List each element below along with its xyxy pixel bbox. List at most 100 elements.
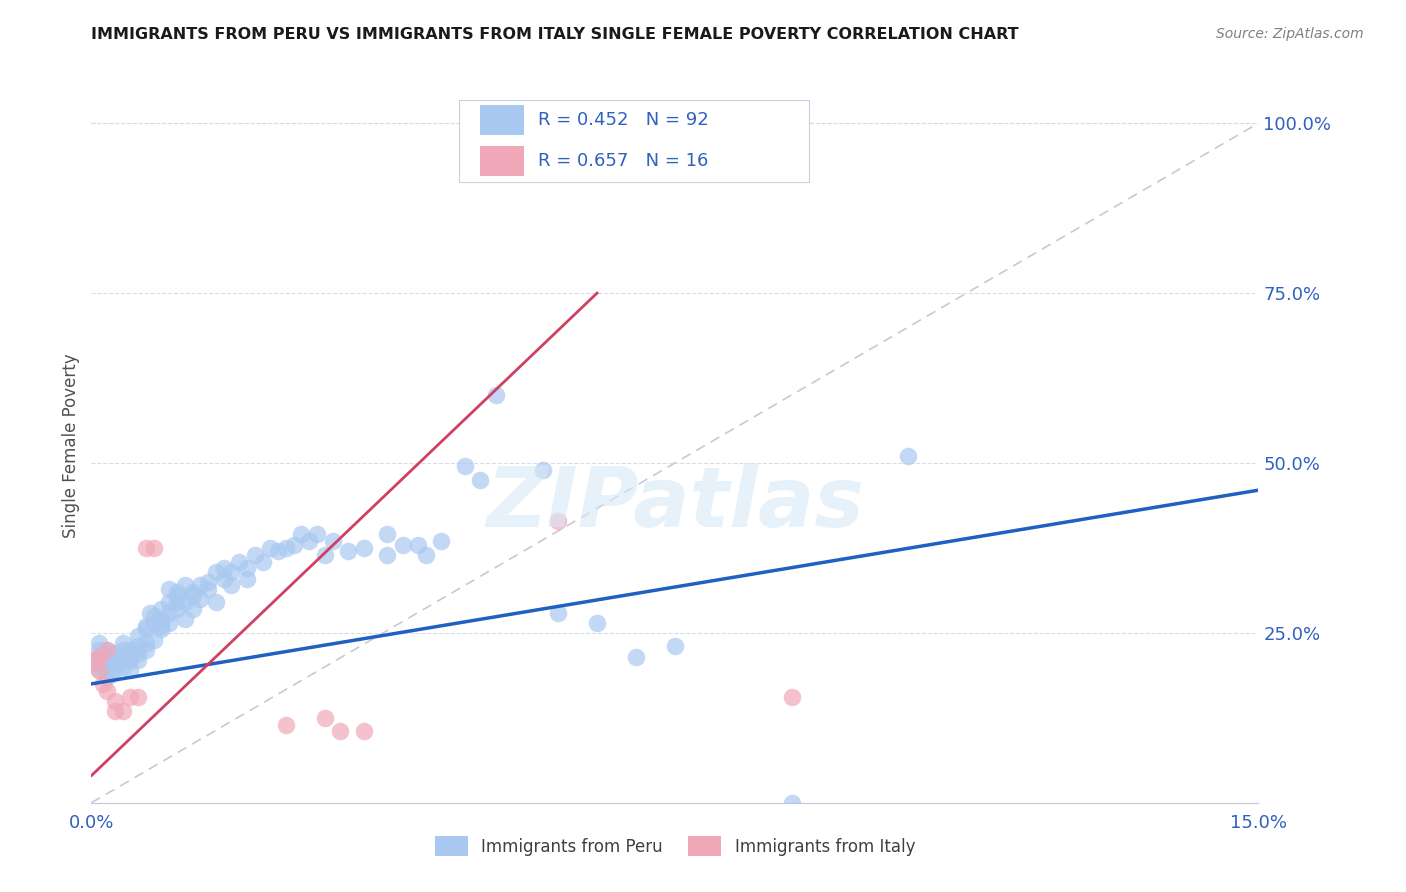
Point — [212, 561, 235, 575]
Point — [91, 653, 114, 667]
Point — [157, 615, 180, 630]
Point — [127, 690, 149, 705]
Point — [205, 595, 228, 609]
Point — [274, 717, 297, 731]
Point — [228, 555, 250, 569]
Point — [547, 514, 569, 528]
Point — [127, 646, 149, 660]
Y-axis label: Single Female Poverty: Single Female Poverty — [62, 354, 80, 538]
Point — [780, 796, 803, 810]
Point — [138, 606, 162, 620]
Point — [91, 677, 114, 691]
Point — [89, 636, 111, 650]
Point — [221, 578, 243, 592]
Point — [100, 666, 122, 681]
Point — [120, 663, 142, 677]
Point — [111, 636, 134, 650]
Point — [84, 653, 107, 667]
Point — [135, 619, 157, 633]
Text: ZIPatlas: ZIPatlas — [486, 463, 863, 543]
Point — [120, 643, 142, 657]
Point — [127, 640, 149, 654]
Point — [181, 585, 204, 599]
Point — [96, 683, 118, 698]
Point — [127, 629, 149, 643]
Point — [150, 623, 173, 637]
Point — [181, 602, 204, 616]
Legend: Immigrants from Peru, Immigrants from Italy: Immigrants from Peru, Immigrants from It… — [427, 830, 922, 863]
Point — [181, 589, 204, 603]
Point — [91, 660, 114, 674]
FancyBboxPatch shape — [479, 105, 524, 136]
Point — [96, 649, 118, 664]
Point — [221, 565, 243, 579]
Point — [89, 663, 111, 677]
Point — [104, 653, 127, 667]
Point — [150, 619, 173, 633]
Point — [96, 643, 118, 657]
Text: R = 0.452   N = 92: R = 0.452 N = 92 — [538, 112, 709, 129]
Point — [111, 649, 134, 664]
Point — [166, 595, 188, 609]
Point — [430, 534, 453, 549]
Point — [305, 527, 328, 541]
Point — [391, 537, 413, 551]
Point — [150, 612, 173, 626]
FancyBboxPatch shape — [458, 100, 808, 182]
Point — [236, 561, 259, 575]
Point — [89, 649, 111, 664]
Point — [157, 606, 180, 620]
Point — [197, 582, 219, 596]
Point — [111, 643, 134, 657]
Point — [508, 116, 530, 130]
Point — [150, 602, 173, 616]
Text: R = 0.657   N = 16: R = 0.657 N = 16 — [538, 153, 709, 170]
Point — [415, 548, 437, 562]
Point — [252, 555, 274, 569]
Point — [290, 527, 312, 541]
Point — [166, 602, 188, 616]
Point — [485, 388, 508, 402]
Point — [188, 591, 211, 606]
Point — [298, 534, 321, 549]
Point — [104, 663, 127, 677]
Point — [135, 636, 157, 650]
Point — [120, 690, 142, 705]
Point — [314, 711, 336, 725]
Point — [322, 534, 344, 549]
Point — [120, 653, 142, 667]
Point — [283, 537, 305, 551]
Point — [274, 541, 297, 555]
Point — [259, 541, 281, 555]
Point — [454, 459, 477, 474]
Point — [173, 612, 195, 626]
Point — [780, 690, 803, 705]
Point — [375, 527, 398, 541]
Point — [96, 670, 118, 684]
Point — [205, 565, 228, 579]
Point — [142, 541, 165, 555]
Point — [166, 589, 188, 603]
Point — [353, 541, 375, 555]
Point — [188, 578, 211, 592]
Point — [586, 615, 609, 630]
Point — [236, 572, 259, 586]
Point — [104, 704, 127, 718]
Point — [897, 449, 920, 463]
Point — [135, 623, 157, 637]
Point — [547, 606, 569, 620]
Point — [406, 537, 429, 551]
Point — [84, 657, 107, 671]
Point — [89, 649, 111, 664]
FancyBboxPatch shape — [479, 146, 524, 177]
Point — [157, 595, 180, 609]
Text: Source: ZipAtlas.com: Source: ZipAtlas.com — [1216, 27, 1364, 41]
Point — [624, 649, 647, 664]
Point — [353, 724, 375, 739]
Point — [337, 544, 360, 558]
Point — [166, 585, 188, 599]
Point — [104, 646, 127, 660]
Point — [197, 574, 219, 589]
Point — [470, 473, 492, 487]
Point — [127, 653, 149, 667]
